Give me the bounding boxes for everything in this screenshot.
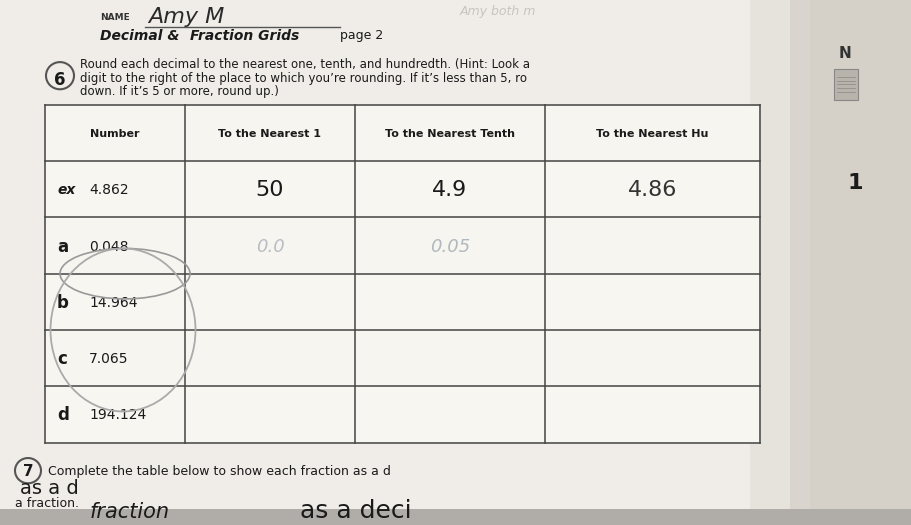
Text: NAME: NAME	[100, 13, 129, 22]
Text: as a deci: as a deci	[300, 499, 412, 523]
Text: a: a	[57, 238, 68, 256]
Text: 1: 1	[847, 173, 863, 193]
Text: digit to the right of the place to which you’re rounding. If it’s less than 5, r: digit to the right of the place to which…	[80, 72, 527, 85]
Text: Complete the table below to show each fraction as a d: Complete the table below to show each fr…	[48, 465, 391, 478]
FancyBboxPatch shape	[834, 69, 858, 100]
Text: Round each decimal to the nearest one, tenth, and hundredth. (Hint: Look a: Round each decimal to the nearest one, t…	[80, 58, 530, 71]
Text: 4.862: 4.862	[89, 183, 128, 197]
Text: d: d	[57, 406, 69, 425]
Text: Decimal &: Decimal &	[100, 29, 179, 43]
Text: Amy M: Amy M	[148, 7, 224, 27]
FancyBboxPatch shape	[46, 275, 759, 329]
Text: To the Nearest 1: To the Nearest 1	[219, 129, 322, 139]
Text: 0.05: 0.05	[430, 238, 470, 256]
Text: Number: Number	[90, 129, 139, 139]
Text: 7: 7	[23, 464, 34, 479]
Text: fraction: fraction	[90, 502, 170, 522]
Text: ex: ex	[57, 183, 76, 197]
Text: c: c	[57, 350, 67, 368]
Text: a fraction.: a fraction.	[15, 497, 79, 510]
Text: 50: 50	[256, 181, 284, 201]
Text: To the Nearest Hu: To the Nearest Hu	[597, 129, 709, 139]
Text: 0.0: 0.0	[256, 238, 284, 256]
Text: Amy both m: Amy both m	[460, 5, 537, 18]
Text: 6: 6	[55, 70, 66, 89]
Text: Fraction Grids: Fraction Grids	[190, 29, 299, 43]
FancyBboxPatch shape	[750, 0, 810, 509]
Text: 14.964: 14.964	[89, 296, 138, 310]
FancyBboxPatch shape	[0, 0, 820, 509]
Text: N: N	[839, 46, 852, 61]
Text: page 2: page 2	[340, 29, 384, 42]
Text: b: b	[57, 294, 69, 312]
Text: 4.86: 4.86	[628, 181, 677, 201]
Text: 0.048: 0.048	[89, 239, 128, 254]
FancyBboxPatch shape	[790, 0, 911, 509]
Text: To the Nearest Tenth: To the Nearest Tenth	[385, 129, 515, 139]
Text: down. If it’s 5 or more, round up.): down. If it’s 5 or more, round up.)	[80, 86, 279, 98]
FancyBboxPatch shape	[46, 162, 759, 216]
Text: as a d: as a d	[20, 479, 78, 498]
Text: 4.9: 4.9	[433, 181, 467, 201]
Text: 7.065: 7.065	[89, 352, 128, 366]
FancyBboxPatch shape	[46, 387, 759, 442]
FancyBboxPatch shape	[46, 106, 759, 442]
Text: 194.124: 194.124	[89, 408, 147, 423]
